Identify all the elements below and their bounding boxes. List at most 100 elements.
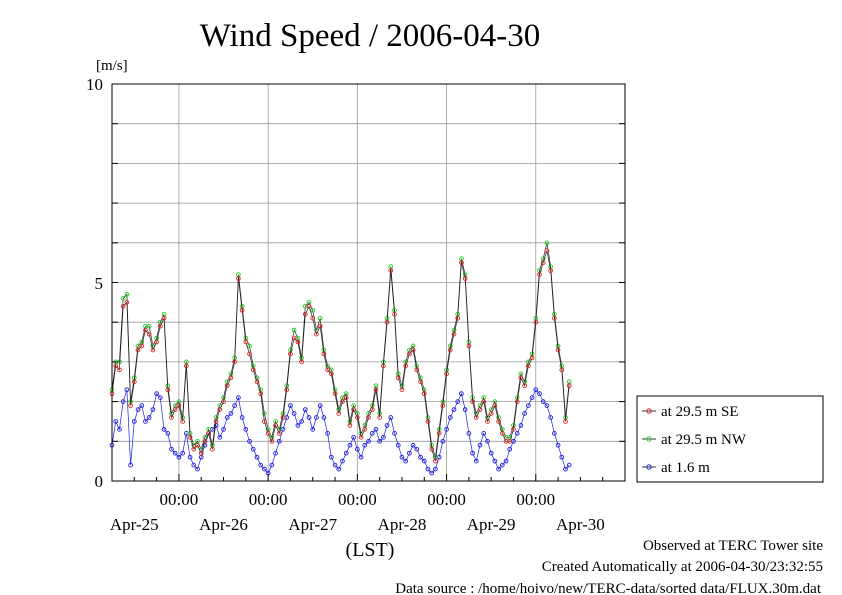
data-point <box>440 403 446 408</box>
data-point <box>544 240 550 246</box>
data-point <box>302 311 308 317</box>
data-point <box>566 462 572 468</box>
data-point <box>169 415 174 420</box>
data-point <box>537 391 542 397</box>
legend-label: at 29.5 m NW <box>661 432 747 448</box>
data-point <box>466 343 472 349</box>
data-point <box>288 403 293 408</box>
data-point <box>314 331 319 337</box>
data-point <box>176 403 182 408</box>
legend-marker <box>646 464 652 470</box>
data-point <box>481 399 487 404</box>
data-point <box>418 379 423 385</box>
data-point <box>146 323 152 329</box>
data-point <box>232 359 238 365</box>
data-point <box>302 407 308 412</box>
data-point <box>135 347 141 353</box>
data-point <box>258 462 264 468</box>
data-point <box>284 387 290 393</box>
footer-data-source: Data source : /home/hoivo/new/TERC-data/… <box>395 581 822 595</box>
data-point <box>433 466 438 472</box>
data-point <box>392 431 397 436</box>
x-day-label: Apr-25 <box>110 515 159 534</box>
data-point <box>128 403 133 408</box>
data-point <box>217 434 223 440</box>
data-point <box>503 458 509 464</box>
data-point <box>258 391 264 397</box>
data-point <box>414 367 420 373</box>
legend-marker <box>646 436 652 442</box>
data-point <box>533 387 539 393</box>
data-point <box>198 450 204 456</box>
data-point <box>314 415 319 420</box>
data-point <box>254 454 260 460</box>
data-point <box>488 450 494 456</box>
data-point <box>347 423 353 428</box>
data-point <box>299 359 304 365</box>
data-point <box>347 442 353 448</box>
series-2 <box>109 387 572 476</box>
data-point <box>262 411 267 416</box>
legend-label: at 1.6 m <box>661 460 710 476</box>
data-point <box>280 415 286 420</box>
data-point <box>496 419 501 424</box>
data-point <box>559 367 565 373</box>
data-point <box>165 387 171 393</box>
legend-box <box>636 395 824 483</box>
data-point <box>120 399 126 404</box>
data-point <box>381 363 386 369</box>
data-point <box>206 431 212 436</box>
data-point <box>113 363 119 369</box>
data-point <box>559 454 565 460</box>
data-point <box>150 407 156 412</box>
x-day-label: Apr-30 <box>556 515 605 534</box>
data-point <box>525 363 531 369</box>
data-point <box>563 419 568 424</box>
data-point <box>496 466 501 472</box>
y-tick-label-5: 5 <box>95 274 104 293</box>
data-point <box>511 427 516 432</box>
data-point <box>462 407 468 412</box>
data-point <box>143 327 148 333</box>
data-point <box>343 450 349 456</box>
data-point <box>131 419 137 424</box>
data-point <box>421 391 427 397</box>
data-point <box>507 446 513 452</box>
data-point <box>470 450 475 456</box>
data-point <box>399 454 405 460</box>
data-point <box>317 323 323 329</box>
data-point <box>358 454 364 460</box>
data-point <box>165 431 171 436</box>
data-point <box>143 419 148 424</box>
data-point <box>373 427 379 432</box>
data-point <box>388 415 394 420</box>
y-tick-label-10: 10 <box>86 75 103 94</box>
data-point <box>325 367 330 373</box>
data-point <box>369 431 375 436</box>
data-point <box>462 276 468 281</box>
x-time-label: 00:00 <box>160 490 199 509</box>
data-point <box>451 331 457 337</box>
data-point <box>459 391 464 397</box>
data-point <box>157 395 163 400</box>
x-time-label: 00:00 <box>516 490 555 509</box>
data-point <box>473 415 479 420</box>
legend-label: at 29.5 m SE <box>661 404 739 420</box>
data-point <box>395 375 401 381</box>
data-point <box>388 268 394 273</box>
data-point <box>525 403 531 408</box>
data-point <box>191 446 197 452</box>
data-point <box>306 415 312 420</box>
data-point <box>522 411 527 416</box>
data-point <box>351 434 356 440</box>
data-point <box>180 450 185 456</box>
data-point <box>210 446 215 452</box>
data-point <box>117 427 122 432</box>
data-point <box>403 458 409 464</box>
data-point <box>161 315 167 321</box>
data-point <box>340 399 345 404</box>
data-point <box>291 327 297 333</box>
y-tick-label-0: 0 <box>95 472 104 491</box>
data-point <box>176 454 182 460</box>
data-point <box>455 315 461 321</box>
